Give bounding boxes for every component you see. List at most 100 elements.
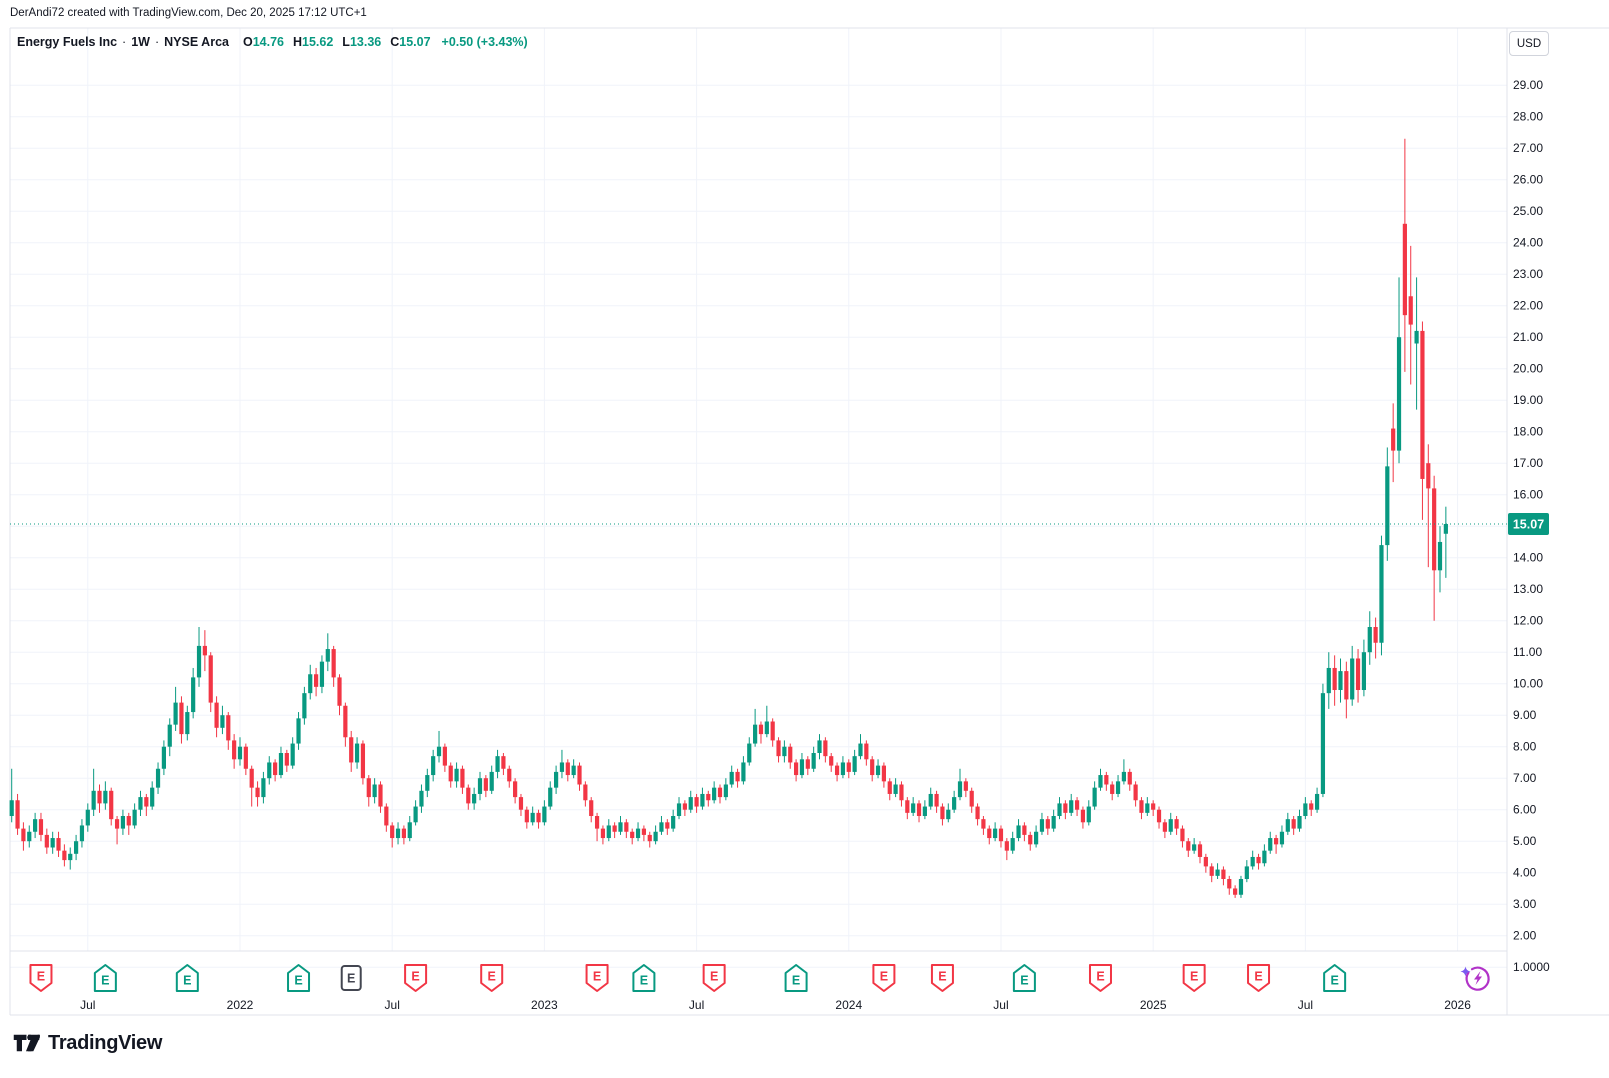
candle-down[interactable]: [273, 759, 278, 782]
candle-down[interactable]: [706, 790, 711, 807]
symbol-title[interactable]: Energy Fuels Inc: [17, 35, 118, 49]
candle-up[interactable]: [267, 756, 272, 785]
candle-down[interactable]: [1373, 617, 1378, 659]
candle-down[interactable]: [600, 825, 606, 845]
candle-up[interactable]: [495, 749, 500, 779]
candle-up[interactable]: [477, 771, 483, 801]
candle-up[interactable]: [155, 762, 161, 794]
candle-down[interactable]: [243, 743, 248, 776]
candle-up[interactable]: [553, 765, 559, 794]
candle-down[interactable]: [793, 759, 799, 782]
candle-up[interactable]: [1039, 812, 1045, 835]
candle-up[interactable]: [1350, 645, 1355, 706]
candle-down[interactable]: [15, 793, 20, 835]
candle-down[interactable]: [448, 762, 453, 788]
candle-down[interactable]: [1004, 838, 1009, 861]
candle-down[interactable]: [507, 765, 512, 788]
earnings-icon[interactable]: E: [1088, 964, 1112, 992]
candle-down[interactable]: [513, 778, 518, 804]
candle-up[interactable]: [1297, 809, 1302, 832]
candle-down[interactable]: [641, 825, 646, 842]
candle-up[interactable]: [431, 749, 436, 782]
candle-up[interactable]: [928, 787, 933, 810]
candle-down[interactable]: [770, 718, 775, 747]
candle-down[interactable]: [1186, 838, 1191, 857]
candle-down[interactable]: [916, 800, 922, 823]
candle-up[interactable]: [618, 816, 623, 835]
candle-down[interactable]: [1408, 245, 1413, 385]
candle-down[interactable]: [905, 797, 910, 820]
candle-up[interactable]: [196, 627, 202, 687]
candle-down[interactable]: [577, 762, 582, 791]
candle-up[interactable]: [1244, 860, 1249, 883]
earnings-icon[interactable]: E: [1012, 964, 1036, 992]
candle-up[interactable]: [454, 762, 459, 788]
earnings-icon[interactable]: E: [585, 964, 609, 992]
candle-down[interactable]: [583, 781, 588, 807]
tradingview-logo[interactable]: TradingView: [13, 1031, 162, 1055]
candle-down[interactable]: [109, 787, 114, 826]
earnings-icon[interactable]: E: [930, 964, 954, 992]
candle-down[interactable]: [934, 790, 939, 813]
candle-up[interactable]: [68, 847, 73, 870]
candle-up[interactable]: [1121, 759, 1127, 785]
candle-up[interactable]: [1414, 277, 1419, 410]
candle-down[interactable]: [981, 816, 986, 835]
candle-down[interactable]: [940, 803, 945, 826]
candle-down[interactable]: [313, 667, 319, 697]
candle-down[interactable]: [1221, 866, 1226, 886]
candle-down[interactable]: [226, 712, 231, 750]
candle-down[interactable]: [834, 762, 840, 782]
candle-up[interactable]: [952, 790, 957, 813]
candle-down[interactable]: [887, 778, 892, 801]
candle-up[interactable]: [753, 708, 758, 747]
earnings-icon[interactable]: E: [1182, 964, 1206, 992]
price-axis[interactable]: 29.00 28.00 27.00 26.00 25.00 24.00 23.00 22.00…: [1508, 78, 1550, 974]
candle-down[interactable]: [1063, 800, 1068, 820]
events-lightning-icon[interactable]: [1460, 966, 1490, 991]
candle-up[interactable]: [407, 816, 412, 842]
candle-down[interactable]: [442, 743, 447, 772]
candle-up[interactable]: [1086, 800, 1091, 826]
candle-down[interactable]: [975, 803, 980, 826]
candle-up[interactable]: [1320, 683, 1326, 798]
timeframe-label[interactable]: 1W: [131, 35, 150, 49]
earnings-icon[interactable]: E: [702, 964, 726, 992]
candle-down[interactable]: [864, 740, 869, 766]
candle-down[interactable]: [1332, 655, 1337, 706]
candle-down[interactable]: [717, 784, 723, 804]
candle-down[interactable]: [126, 812, 131, 835]
candle-up[interactable]: [1033, 825, 1039, 848]
candle-up[interactable]: [1115, 775, 1121, 798]
candle-up[interactable]: [296, 712, 301, 750]
candle-up[interactable]: [671, 809, 676, 832]
candle-up[interactable]: [993, 822, 998, 842]
candle-down[interactable]: [518, 793, 524, 817]
candle-up[interactable]: [548, 781, 553, 810]
candle-down[interactable]: [460, 765, 465, 794]
candle-down[interactable]: [565, 759, 570, 782]
candle-up[interactable]: [911, 797, 916, 817]
earnings-icon[interactable]: E: [340, 965, 362, 991]
candle-down[interactable]: [179, 696, 184, 744]
candle-up[interactable]: [1262, 844, 1267, 867]
candle-up[interactable]: [1098, 768, 1103, 791]
candle-down[interactable]: [612, 822, 617, 839]
earnings-icon[interactable]: E: [872, 964, 896, 992]
candle-down[interactable]: [349, 730, 354, 772]
candle-down[interactable]: [776, 737, 781, 763]
candle-down[interactable]: [1203, 853, 1208, 873]
candle-down[interactable]: [483, 775, 488, 798]
candle-up[interactable]: [1361, 639, 1367, 697]
candle-up[interactable]: [1016, 819, 1021, 842]
candle-down[interactable]: [1355, 649, 1361, 703]
candle-up[interactable]: [1303, 797, 1308, 820]
candle-up[interactable]: [1057, 797, 1062, 820]
candle-down[interactable]: [1227, 875, 1232, 895]
candle-down[interactable]: [1402, 138, 1407, 372]
candle-up[interactable]: [893, 778, 898, 798]
candle-up[interactable]: [185, 705, 190, 741]
candle-down[interactable]: [682, 800, 687, 817]
candle-down[interactable]: [536, 809, 541, 829]
